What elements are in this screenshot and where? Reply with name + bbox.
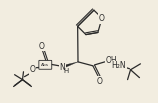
Text: OH: OH (106, 56, 117, 65)
Text: O: O (99, 13, 105, 23)
Text: O: O (30, 65, 35, 74)
Text: H₂N: H₂N (111, 61, 126, 70)
Text: O: O (96, 77, 102, 86)
Text: O: O (38, 42, 44, 51)
Text: H: H (63, 68, 68, 74)
Text: Abs: Abs (41, 63, 49, 67)
Text: N: N (59, 63, 65, 72)
Polygon shape (63, 62, 78, 68)
FancyBboxPatch shape (39, 60, 52, 69)
